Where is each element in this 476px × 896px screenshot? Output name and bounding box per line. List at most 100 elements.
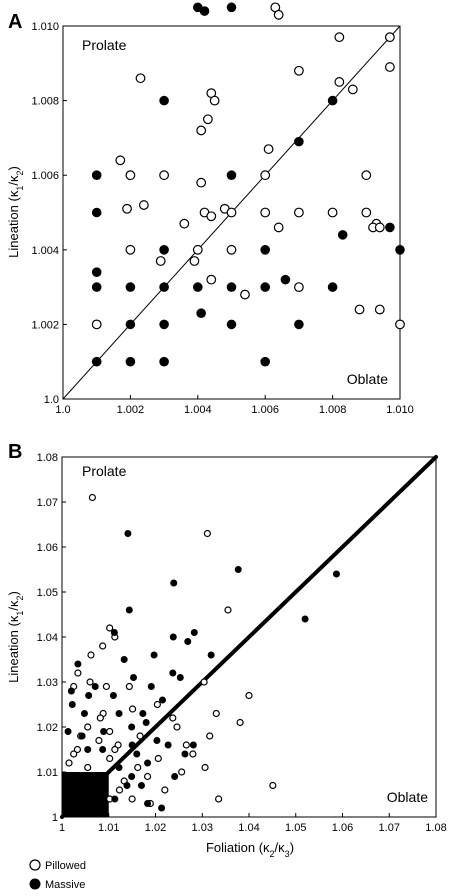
- filled-data-point: [327, 282, 338, 292]
- filled-data-point: [159, 95, 169, 106]
- open-data-point: [99, 642, 107, 650]
- filled-data-point: [133, 750, 141, 758]
- panel-a-y-axis-label: Lineation (κ1/κ2): [6, 166, 25, 258]
- open-data-point: [84, 723, 92, 731]
- filled-data-point: [171, 773, 179, 780]
- open-data-point: [273, 9, 284, 20]
- filled-data-point: [99, 746, 107, 753]
- open-data-point: [354, 304, 365, 315]
- filled-data-point: [91, 282, 102, 292]
- filled-data-point: [176, 674, 184, 681]
- y-tick-label: 1.002: [31, 319, 59, 331]
- legend: Pillowed Massive: [29, 859, 86, 891]
- filled-data-point: [115, 764, 123, 771]
- filled-data-point: [207, 651, 215, 659]
- filled-data-point: [164, 741, 172, 749]
- open-data-point: [169, 714, 177, 722]
- open-data-point: [374, 222, 385, 233]
- open-data-point: [384, 32, 395, 43]
- open-data-point: [154, 754, 162, 763]
- filled-data-point: [125, 356, 136, 367]
- open-data-point: [273, 222, 284, 233]
- legend-item-massive: Massive: [29, 878, 85, 891]
- y-tick-label: 1.004: [31, 245, 59, 257]
- filled-data-point: [128, 773, 136, 780]
- legend-item-pillowed: Pillowed: [29, 859, 86, 872]
- open-data-point: [361, 170, 372, 181]
- filled-data-point: [159, 319, 169, 330]
- filled-data-point: [139, 710, 147, 717]
- filled-data-point: [85, 692, 93, 699]
- panel-b-letter: B: [8, 441, 22, 463]
- open-data-point: [203, 529, 211, 538]
- open-data-point: [196, 177, 207, 188]
- open-data-point: [153, 700, 161, 709]
- legend-pillowed-label: Pillowed: [45, 860, 86, 872]
- open-data-point: [294, 207, 304, 218]
- y-tick-label: 1.010: [31, 21, 59, 33]
- filled-data-point: [158, 804, 166, 812]
- x-tick-label: 1.03: [192, 822, 213, 834]
- open-data-point: [361, 207, 372, 218]
- filled-data-point: [226, 319, 237, 330]
- filled-data-point: [280, 274, 291, 285]
- open-data-point: [189, 256, 200, 266]
- open-data-point: [128, 705, 137, 713]
- x-tick-label: 1.002: [117, 404, 145, 416]
- y-tick-label: 1.008: [31, 96, 59, 108]
- open-data-point: [161, 786, 169, 794]
- filled-data-point: [169, 669, 177, 677]
- filled-data-point: [395, 245, 405, 255]
- y-tick-label: 1.04: [37, 632, 58, 644]
- open-data-point: [294, 65, 304, 76]
- panel-b: B 1 1.01 1.02 1.03 1.04 1.05 1.06 1.07 1.08 1 1.0…: [6, 441, 447, 859]
- panel-a-prolate-label: Prolate: [82, 37, 127, 53]
- panel-b-y-axis-label: Lineation (κ1/κ2): [6, 591, 25, 683]
- x-tick-label: 1: [59, 822, 65, 834]
- filled-data-point: [120, 656, 128, 663]
- open-data-point: [384, 62, 395, 72]
- filled-data-point: [169, 633, 177, 641]
- open-data-point: [135, 73, 146, 84]
- open-data-point: [138, 200, 149, 210]
- filled-data-point: [199, 6, 210, 16]
- open-data-point: [115, 155, 126, 166]
- open-data-point: [260, 170, 271, 181]
- x-tick-label: 1.008: [319, 404, 347, 416]
- open-data-point: [74, 669, 82, 677]
- filled-data-point: [226, 170, 237, 180]
- open-data-point: [106, 624, 114, 632]
- filled-data-point: [84, 746, 92, 753]
- filled-data-point: [123, 782, 131, 789]
- open-data-point: [143, 772, 152, 781]
- open-data-point: [196, 125, 207, 136]
- x-tick-label: 1.08: [425, 822, 446, 834]
- filled-data-point: [159, 282, 169, 292]
- panel-a-points: [91, 2, 405, 367]
- filled-data-point: [301, 615, 309, 623]
- open-data-point: [215, 795, 223, 803]
- filled-data-point: [226, 282, 237, 292]
- filled-data-point: [189, 741, 197, 749]
- open-data-point: [106, 754, 114, 763]
- open-data-point: [173, 723, 181, 731]
- legend-massive-label: Massive: [45, 879, 85, 891]
- filled-data-point: [67, 687, 75, 695]
- filled-data-point: [170, 579, 178, 587]
- filled-data-point: [294, 319, 304, 330]
- panel-b-reference-line: [60, 455, 438, 819]
- filled-data-point: [159, 356, 169, 367]
- filled-data-point: [80, 710, 88, 717]
- open-data-point: [192, 244, 203, 255]
- filled-data-point: [137, 782, 145, 789]
- open-data-point: [96, 714, 104, 722]
- panel-b-x-ticks: 1 1.01 1.02 1.03 1.04 1.05 1.06 1.07 1.08: [59, 813, 447, 834]
- open-data-point: [122, 203, 132, 214]
- filled-data-point: [125, 282, 136, 292]
- open-data-point: [128, 795, 136, 803]
- x-tick-label: 1.02: [145, 822, 166, 834]
- open-data-point: [209, 95, 220, 106]
- open-data-point: [125, 244, 136, 255]
- open-data-point: [245, 691, 253, 700]
